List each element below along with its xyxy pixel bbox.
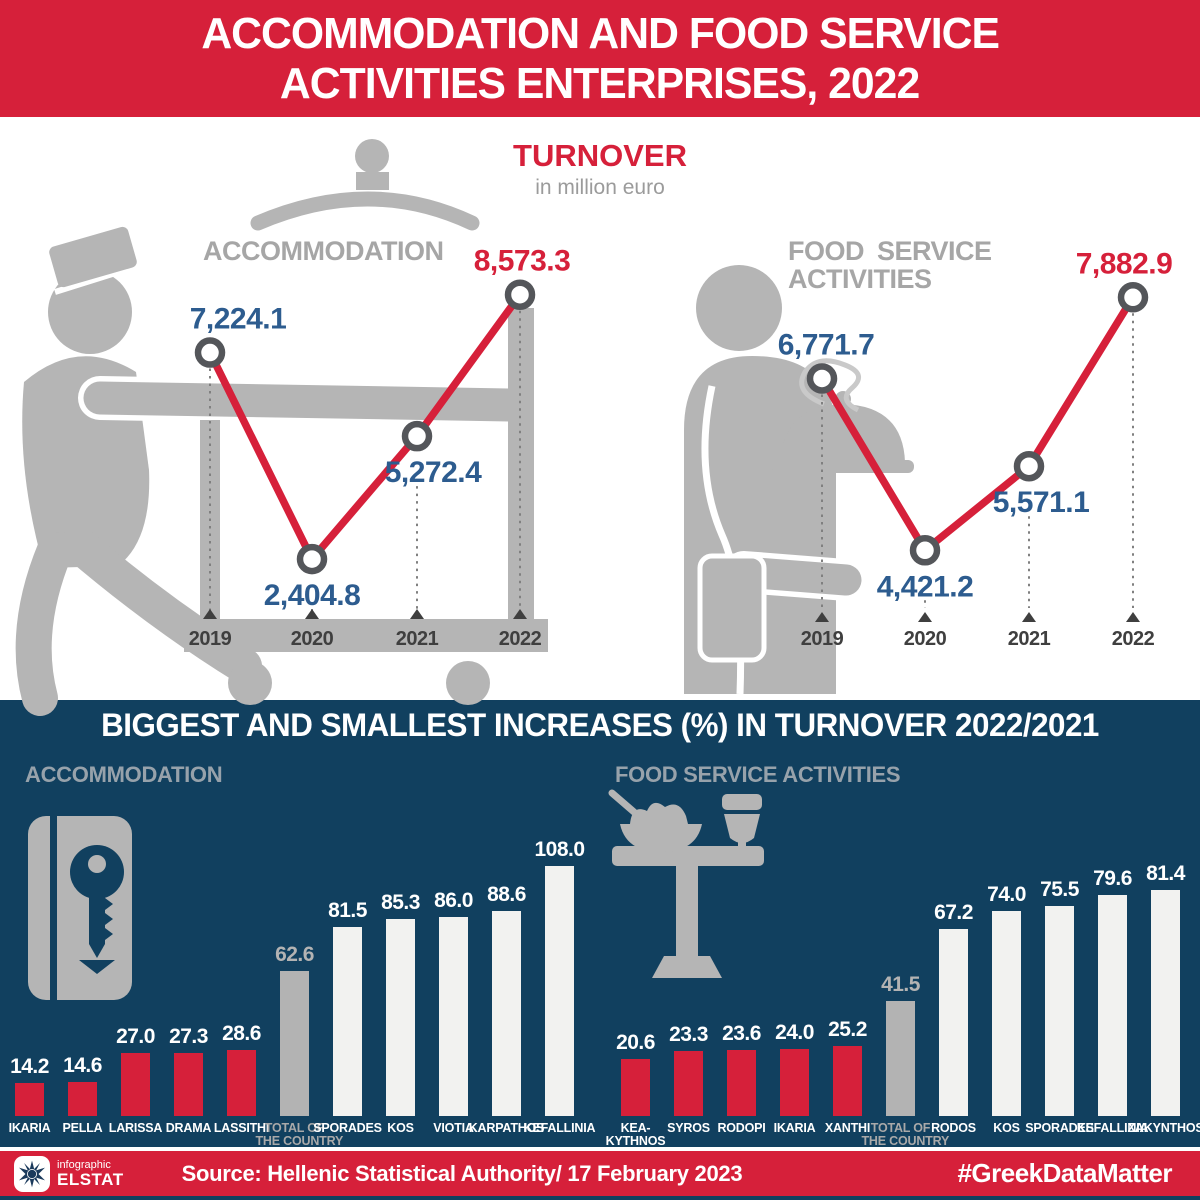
elstat-logo: [14, 1155, 50, 1192]
source-text: Source: Hellenic Statistical Authority/ …: [181, 1160, 743, 1186]
cart-wheel-icon: [228, 661, 272, 705]
value-label: 4,421.2: [877, 570, 974, 603]
year-label: 2020: [904, 628, 947, 650]
value-label: 5,571.1: [993, 486, 1090, 519]
bellhop-arm: [83, 381, 529, 422]
hashtag-text: #GreekDataMatter: [957, 1158, 1172, 1188]
axis-arrow-icon: [1022, 612, 1036, 622]
value-label: 7,224.1: [190, 303, 287, 336]
axis-arrow-icon: [1126, 612, 1140, 622]
waiter-towel: [697, 553, 767, 663]
turnover-line: [818, 293, 1137, 556]
logo-elstat-label: ELSTAT: [57, 1169, 124, 1189]
value-label: 2,404.8: [264, 579, 361, 612]
bellhop-hat-icon: [49, 226, 137, 288]
value-label: 5,272.4: [385, 456, 482, 489]
header: ACCOMMODATION AND FOOD SERVICE ACTIVITIE…: [0, 0, 1200, 117]
axis-arrow-icon: [815, 612, 829, 622]
turnover-title: TURNOVER: [513, 138, 687, 173]
cart-platform: [184, 619, 548, 652]
axis-arrow-icon: [410, 609, 424, 619]
value-label: 7,882.9: [1076, 247, 1173, 280]
data-point-2020: [296, 543, 328, 575]
waiter-head: [696, 265, 782, 351]
increases-title: BIGGEST AND SMALLEST INCREASES (%) IN TU…: [101, 707, 1099, 743]
value-label: 6,771.7: [778, 328, 875, 361]
page-title-line2: ACTIVITIES ENTERPRISES, 2022: [280, 58, 920, 108]
year-label: 2021: [1008, 628, 1051, 650]
elstat-logo-text: infographic ELSTAT: [57, 1158, 124, 1189]
increases-food-service-label: FOOD SERVICE ACTIVITIES: [615, 762, 901, 787]
data-point-2021: [1013, 450, 1045, 482]
axis-arrow-icon: [305, 609, 319, 619]
axis-arrow-icon: [513, 609, 527, 619]
data-point-2022: [1117, 282, 1149, 313]
cart-wheel-icon: [446, 661, 490, 705]
bellhop-head: [48, 270, 132, 354]
turnover-subtitle: in million euro: [535, 176, 665, 199]
turnover-line: [206, 290, 524, 566]
data-point-2019: [194, 337, 226, 368]
food-service-chart-title: FOOD SERVICE ACTIVITIES: [788, 236, 992, 295]
steam-icon: [799, 358, 862, 413]
line-chart-food_service_turnover: 2019 2020 2021 2022 6,771.7 4,421.2 5,571.1 7,8…: [778, 247, 1173, 650]
data-point-2019: [806, 363, 838, 394]
footer: infographic ELSTAT Source: Hellenic Stat…: [0, 1147, 1200, 1200]
increases-accommodation-label: ACCOMMODATION: [25, 762, 223, 787]
year-label: 2022: [1112, 628, 1155, 650]
accommodation-chart-title: ACCOMMODATION: [203, 236, 444, 266]
bellhop-illustration: [15, 226, 534, 716]
luggage-cart-illustration: [184, 139, 548, 705]
year-label: 2021: [396, 628, 439, 650]
year-label: 2019: [189, 628, 232, 650]
axis-arrow-icon: [203, 609, 217, 619]
serving-dish-icon: [772, 391, 914, 473]
year-label: 2020: [291, 628, 334, 650]
waiter-illustration: [684, 265, 914, 695]
data-point-2020: [909, 535, 941, 566]
line-chart-accommodation_turnover: 2019 2020 2021 2022 7,224.1 2,404.8 5,272.4 8,5…: [189, 245, 571, 650]
starburst-icon: [19, 1160, 45, 1187]
logo-infographic-label: infographic: [57, 1158, 111, 1171]
year-label: 2019: [801, 628, 844, 650]
page-title-line1: ACCOMMODATION AND FOOD SERVICE: [201, 9, 1000, 59]
axis-arrow-icon: [918, 612, 932, 622]
data-point-2021: [401, 420, 433, 452]
data-point-2022: [504, 279, 536, 310]
waiter-arm: [728, 556, 862, 596]
value-label: 8,573.3: [474, 245, 571, 278]
turnover-heading: TURNOVER in million euro: [0, 138, 1200, 200]
year-label: 2022: [499, 628, 542, 650]
